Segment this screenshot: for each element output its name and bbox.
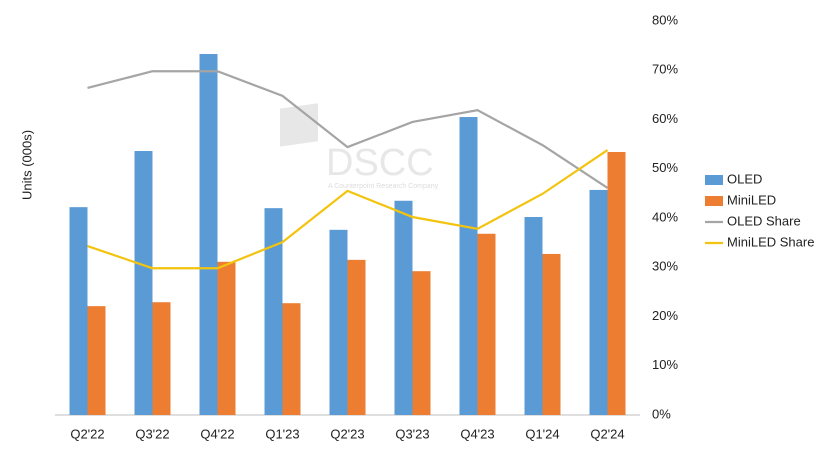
x-tick-label: Q3'22 xyxy=(135,426,169,441)
x-tick-label: Q3'23 xyxy=(395,426,429,441)
bar xyxy=(329,229,348,415)
line xyxy=(87,70,609,189)
legend-label: MiniLED xyxy=(727,192,776,207)
legend-swatch xyxy=(705,196,723,206)
bar xyxy=(412,271,431,415)
watermark-subtitle: A Counterpoint Research Company xyxy=(328,183,439,190)
bar xyxy=(87,306,106,415)
y2-tick-label: 30% xyxy=(652,259,678,274)
bar xyxy=(477,233,496,415)
legend-label: MiniLED Share xyxy=(727,234,814,249)
x-tick-label: Q1'24 xyxy=(525,426,559,441)
y2-tick-label: 80% xyxy=(652,12,678,27)
x-tick-label: Q4'22 xyxy=(200,426,234,441)
y2-tick-label: 50% xyxy=(652,160,678,175)
legend-swatch xyxy=(705,175,723,185)
legend-label: OLED xyxy=(727,171,762,186)
line xyxy=(87,149,609,270)
bar xyxy=(524,217,543,415)
bar xyxy=(607,152,626,415)
y2-tick-label: 0% xyxy=(652,406,671,421)
bar xyxy=(589,189,608,415)
y2-tick-label: 20% xyxy=(652,308,678,323)
bar xyxy=(459,117,478,415)
x-tick-label: Q2'23 xyxy=(330,426,364,441)
watermark: DSCC A Counterpoint Research Company xyxy=(280,103,439,190)
watermark-text: DSCC xyxy=(326,142,434,184)
bar xyxy=(152,302,171,415)
y2-tick-label: 60% xyxy=(652,111,678,126)
bar xyxy=(542,253,561,415)
bar xyxy=(394,200,413,415)
bar xyxy=(264,208,283,415)
bar xyxy=(217,261,236,415)
bar xyxy=(199,53,218,416)
x-tick-label: Q2'22 xyxy=(70,426,104,441)
y2-tick-label: 40% xyxy=(652,209,678,224)
y-axis-label: Units (000s) xyxy=(19,130,34,200)
x-tick-label: Q1'23 xyxy=(265,426,299,441)
bar xyxy=(347,259,366,415)
x-tick-label: Q4'23 xyxy=(460,426,494,441)
watermark-logo xyxy=(280,103,318,147)
bar xyxy=(69,207,88,415)
y2-tick-label: 70% xyxy=(652,62,678,77)
bar xyxy=(134,151,153,415)
x-tick-label: Q2'24 xyxy=(590,426,624,441)
bar xyxy=(282,303,301,415)
legend-label: OLED Share xyxy=(727,213,801,228)
y2-tick-label: 10% xyxy=(652,357,678,372)
